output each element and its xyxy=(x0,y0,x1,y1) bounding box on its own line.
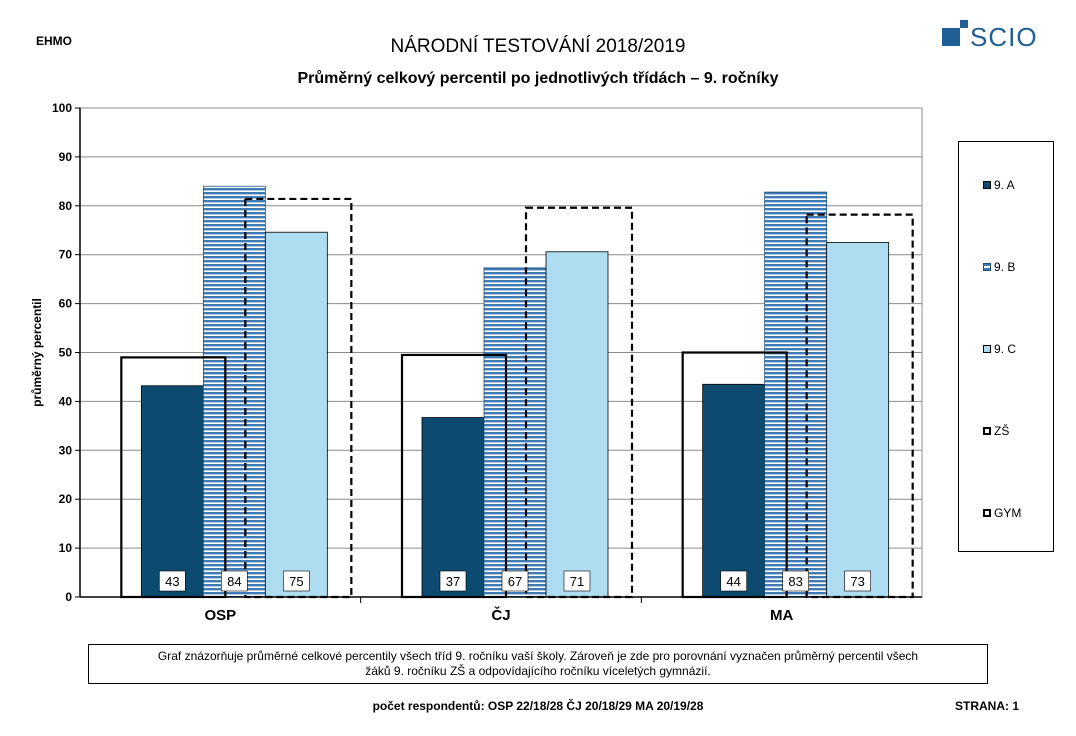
legend-swatch xyxy=(983,427,991,435)
x-tick-label: OSP xyxy=(204,607,236,624)
gym-reference-ČJ xyxy=(524,206,634,599)
bar-9b-OSP xyxy=(202,185,266,598)
data-label-box xyxy=(439,570,467,592)
y-tick-label: 90 xyxy=(59,150,73,164)
legend-label: 9. B xyxy=(994,260,1016,274)
legend-swatch xyxy=(983,181,991,189)
data-label-box xyxy=(782,570,809,592)
description-line-2: žáků 9. ročníku ZŠ a odpovídajícího ročn… xyxy=(365,664,711,678)
legend-label: GYM xyxy=(994,506,1022,520)
bar-9a-ČJ xyxy=(421,417,485,598)
description-line-1: Graf znázorňuje průměrné celkové percent… xyxy=(157,649,919,663)
legend-label: 9. A xyxy=(994,178,1015,192)
legend-item: 9. C xyxy=(983,342,1016,356)
logo-mark-icon xyxy=(942,20,968,46)
data-label: 75 xyxy=(289,574,303,589)
data-label: 43 xyxy=(165,574,179,589)
bar-9a-OSP xyxy=(140,385,204,598)
data-label: 67 xyxy=(508,574,522,589)
bar-chart: 43 84 75 37 67 71 44 83 73 0 10 20 30 40 50 60 70 80 90 10… xyxy=(30,101,923,624)
y-tick-label: 70 xyxy=(59,248,73,262)
data-label-box xyxy=(563,570,591,592)
gym-reference-OSP xyxy=(244,197,353,599)
y-tick-label: 50 xyxy=(59,346,73,360)
school-code: EHMO xyxy=(36,34,72,48)
y-tick-label: 20 xyxy=(59,492,73,506)
data-label-box xyxy=(221,570,248,592)
legend-label: ZŠ xyxy=(994,424,1010,438)
data-label-box xyxy=(720,570,747,592)
y-tick-label: 60 xyxy=(59,297,73,311)
respondents-count: počet respondentů: OSP 22/18/28 ČJ 20/18… xyxy=(372,699,704,713)
bar-9c-MA xyxy=(826,242,890,598)
y-tick-label: 30 xyxy=(59,443,73,457)
y-tick-label: 10 xyxy=(59,541,73,555)
page-number: STRANA: 1 xyxy=(955,699,1020,713)
legend-label: 9. C xyxy=(994,342,1017,356)
y-tick-label: 80 xyxy=(59,199,73,213)
y-tick-label: 100 xyxy=(52,101,72,115)
legend-item: 9. B xyxy=(983,260,1015,274)
bar-9b-ČJ xyxy=(483,267,547,598)
legend-item: ZŠ xyxy=(983,424,1009,438)
data-label-box xyxy=(501,570,529,592)
bar-9c-OSP xyxy=(264,231,328,598)
scio-logo: SCIO xyxy=(940,18,1040,52)
data-label-box xyxy=(283,570,310,592)
legend-swatch xyxy=(983,509,991,517)
x-tick-label: MA xyxy=(770,607,793,624)
x-tick-label: ČJ xyxy=(491,606,510,624)
logo-text: SCIO xyxy=(970,22,1038,52)
data-label-box xyxy=(159,570,186,592)
chart-description: Graf znázorňuje průměrné celkové percent… xyxy=(88,644,988,684)
data-label: 73 xyxy=(850,574,864,589)
chart-subtitle: Průměrný celkový percentil po jednotlivý… xyxy=(297,70,779,87)
legend-item: GYM xyxy=(983,506,1021,520)
data-label-box xyxy=(844,570,871,592)
bar-9a-MA xyxy=(702,383,766,598)
legend-swatch xyxy=(983,345,991,353)
data-label: 71 xyxy=(570,574,584,589)
y-tick-label: 40 xyxy=(59,394,73,408)
chart-legend: 9. A 9. B 9. C ZŠ GYM xyxy=(958,141,1054,552)
data-label: 83 xyxy=(788,574,802,589)
y-tick-label: 0 xyxy=(65,590,72,604)
legend-swatch xyxy=(983,263,991,271)
bar-9c-ČJ xyxy=(545,251,609,598)
chart-title: NÁRODNÍ TESTOVÁNÍ 2018/2019 xyxy=(390,36,686,57)
data-label: 37 xyxy=(446,574,460,589)
bar-9b-MA xyxy=(764,191,828,598)
data-label: 44 xyxy=(726,574,740,589)
y-axis-label: průměrný percentil xyxy=(30,298,44,407)
legend-item: 9. A xyxy=(983,178,1015,192)
data-label: 84 xyxy=(227,574,241,589)
